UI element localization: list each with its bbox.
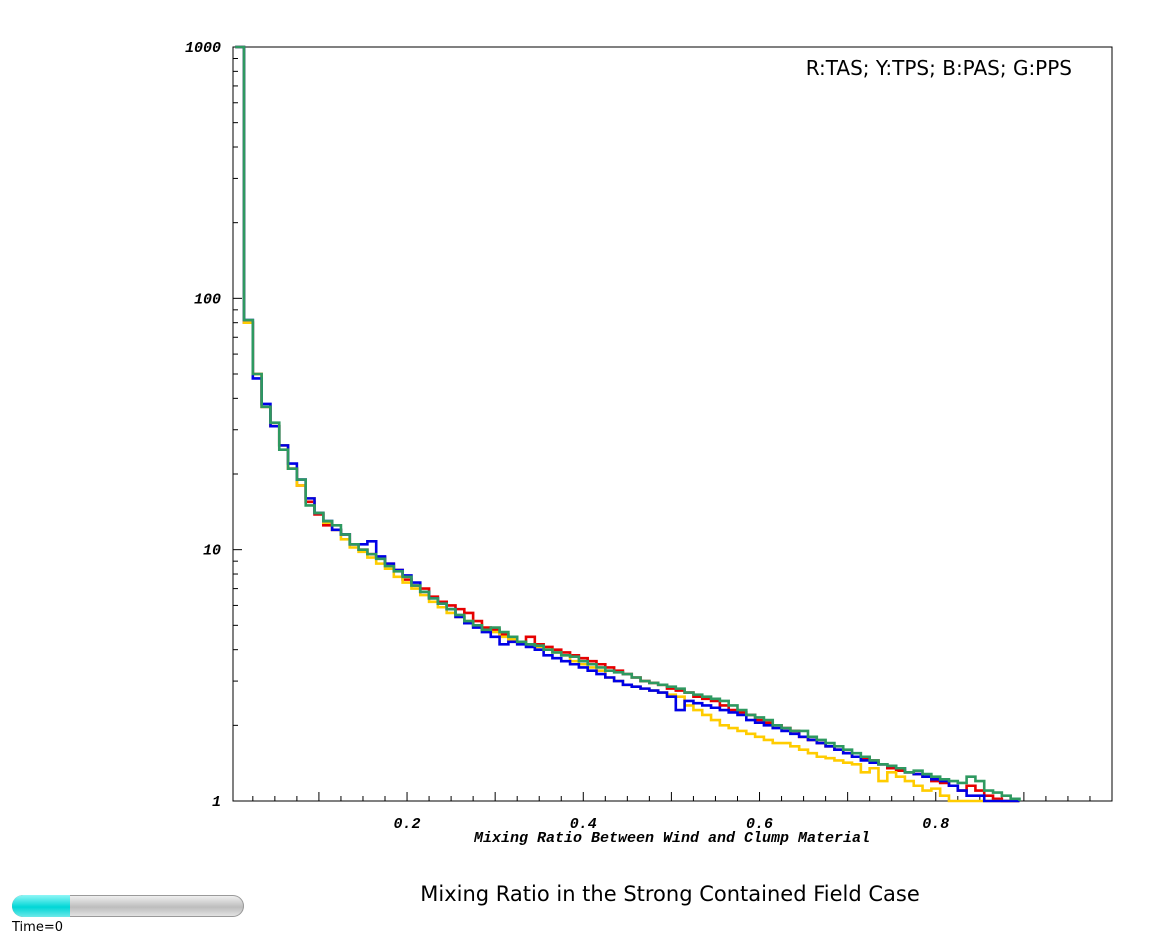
x-tick-label: 0.8 <box>922 816 949 833</box>
x-tick-label: 0.2 <box>394 816 421 833</box>
legend-text: R:TAS; Y:TPS; B:PAS; G:PPS <box>806 56 1072 80</box>
x-tick-label: 0.6 <box>746 816 773 833</box>
x-tick-label: 0.4 <box>570 816 597 833</box>
plot-title: Mixing Ratio in the Strong Contained Fie… <box>420 882 920 906</box>
time-slider[interactable] <box>12 895 244 917</box>
series-line-pas <box>235 45 1020 803</box>
time-label: Time=0 <box>12 920 63 935</box>
time-slider-fill <box>12 895 70 917</box>
y-tick-label: 10 <box>203 543 221 560</box>
series-layer <box>235 45 1021 803</box>
y-tick-label: 1000 <box>185 40 221 57</box>
tick-labels: 0.2 0.4 0.6 0.8 1 10 100 1000 <box>185 40 949 833</box>
x-axis-title: Mixing Ratio Between Wind and Clump Mate… <box>473 830 870 847</box>
axis-ticks <box>233 58 1091 802</box>
y-tick-label: 100 <box>194 291 221 308</box>
series-line-pps <box>235 45 1021 801</box>
series-line-tas <box>235 45 1020 803</box>
series-line-tps <box>235 45 1020 803</box>
y-tick-label: 1 <box>212 794 221 811</box>
plot-frame <box>232 46 1113 802</box>
